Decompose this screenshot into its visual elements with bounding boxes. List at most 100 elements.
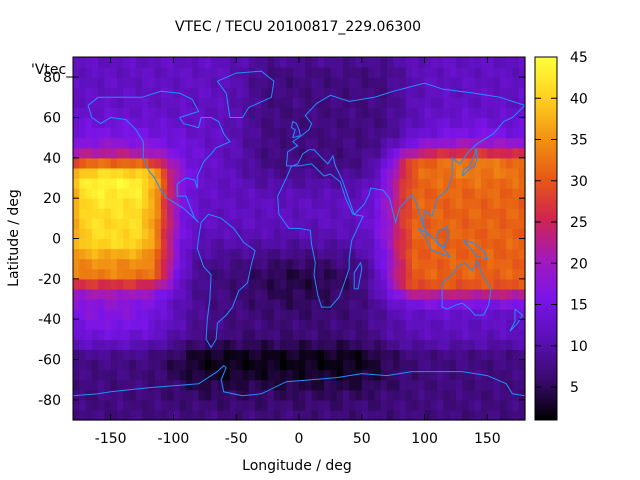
heatmap-cell <box>455 329 463 340</box>
heatmap-cell <box>342 117 350 129</box>
heatmap-cell <box>405 228 413 240</box>
heatmap-cell <box>330 288 338 300</box>
heatmap-cell <box>292 248 300 260</box>
heatmap-cell <box>116 228 124 240</box>
heatmap-cell <box>135 167 143 179</box>
heatmap-cell <box>412 198 419 209</box>
heatmap-cell <box>430 309 438 320</box>
heatmap-cell <box>349 399 357 411</box>
heatmap-cell <box>286 77 294 88</box>
heatmap-cell <box>154 399 162 411</box>
heatmap-cell <box>223 167 231 179</box>
heatmap-cell <box>79 97 87 109</box>
heatmap-cell <box>386 319 394 330</box>
heatmap-cell <box>173 369 181 381</box>
heatmap-cell <box>386 299 394 310</box>
heatmap-cell <box>405 288 413 300</box>
heatmap-cell <box>142 97 149 109</box>
heatmap-cell <box>223 299 231 310</box>
heatmap-cell <box>437 309 444 320</box>
heatmap-cell <box>305 329 313 340</box>
heatmap-cell <box>374 57 382 68</box>
heatmap-cell <box>336 167 344 179</box>
heatmap-cell <box>324 198 331 209</box>
heatmap-cell <box>380 258 388 270</box>
heatmap-cell <box>98 309 105 320</box>
heatmap-cell <box>123 299 131 310</box>
heatmap-cell <box>198 258 206 270</box>
heatmap-cell <box>455 409 463 421</box>
heatmap-cell <box>217 188 225 199</box>
heatmap-cell <box>336 389 344 401</box>
heatmap-cell <box>123 278 131 290</box>
heatmap-cell <box>399 198 407 209</box>
heatmap-cell <box>135 157 143 169</box>
heatmap-cell <box>229 188 237 199</box>
heatmap-cell <box>305 77 313 88</box>
heatmap-cell <box>148 208 156 219</box>
heatmap-cell <box>167 319 175 330</box>
heatmap-cell <box>248 369 256 381</box>
heatmap-cell <box>487 77 495 88</box>
heatmap-cell <box>462 218 470 230</box>
heatmap-cell <box>518 409 526 421</box>
heatmap-cell <box>430 157 438 169</box>
heatmap-cell <box>418 77 426 88</box>
heatmap-cell <box>116 167 124 179</box>
heatmap-cell <box>79 379 87 391</box>
heatmap-cell <box>437 218 444 230</box>
heatmap-cell <box>192 319 200 330</box>
heatmap-cell <box>85 167 93 179</box>
heatmap-cell <box>154 369 162 381</box>
heatmap-cell <box>217 67 225 78</box>
heatmap-cell <box>418 107 426 119</box>
heatmap-cell <box>236 288 244 300</box>
heatmap-cell <box>229 339 237 351</box>
heatmap-cell <box>399 107 407 119</box>
heatmap-cell <box>342 369 350 381</box>
heatmap-cell <box>305 208 313 219</box>
heatmap-cell <box>330 228 338 240</box>
heatmap-cell <box>211 288 218 300</box>
heatmap-cell <box>186 228 193 240</box>
heatmap-cell <box>255 329 262 340</box>
heatmap-cell <box>336 299 344 310</box>
heatmap-cell <box>223 339 231 351</box>
heatmap-cell <box>443 359 451 371</box>
heatmap-cell <box>229 107 237 119</box>
heatmap-cell <box>261 299 269 310</box>
heatmap-cell <box>305 198 313 209</box>
heatmap-cell <box>424 299 432 310</box>
heatmap-cell <box>399 147 407 159</box>
heatmap-cell <box>261 198 269 209</box>
heatmap-cell <box>468 107 476 119</box>
heatmap-cell <box>499 97 507 109</box>
heatmap-cell <box>324 268 331 280</box>
heatmap-cell <box>79 248 87 260</box>
heatmap-cell <box>349 238 357 250</box>
heatmap-cell <box>129 409 137 421</box>
heatmap-cell <box>223 329 231 340</box>
heatmap-cell <box>236 339 244 351</box>
heatmap-cell <box>280 309 288 320</box>
heatmap-cell <box>129 188 137 199</box>
heatmap-cell <box>487 87 495 98</box>
heatmap-cell <box>418 409 426 421</box>
heatmap-cell <box>192 218 200 230</box>
heatmap-cell <box>336 218 344 230</box>
heatmap-cell <box>330 208 338 219</box>
heatmap-cell <box>512 77 520 88</box>
heatmap-cell <box>443 178 451 189</box>
heatmap-cell <box>305 339 313 351</box>
heatmap-cell <box>368 228 375 240</box>
heatmap-cell <box>393 268 401 280</box>
heatmap-cell <box>236 409 244 421</box>
heatmap-cell <box>374 399 382 411</box>
heatmap-cell <box>443 107 451 119</box>
heatmap-cell <box>142 188 149 199</box>
heatmap-cell <box>342 238 350 250</box>
heatmap-cell <box>361 329 369 340</box>
heatmap-cell <box>330 379 338 391</box>
heatmap-cell <box>273 107 281 119</box>
heatmap-cell <box>236 87 244 98</box>
